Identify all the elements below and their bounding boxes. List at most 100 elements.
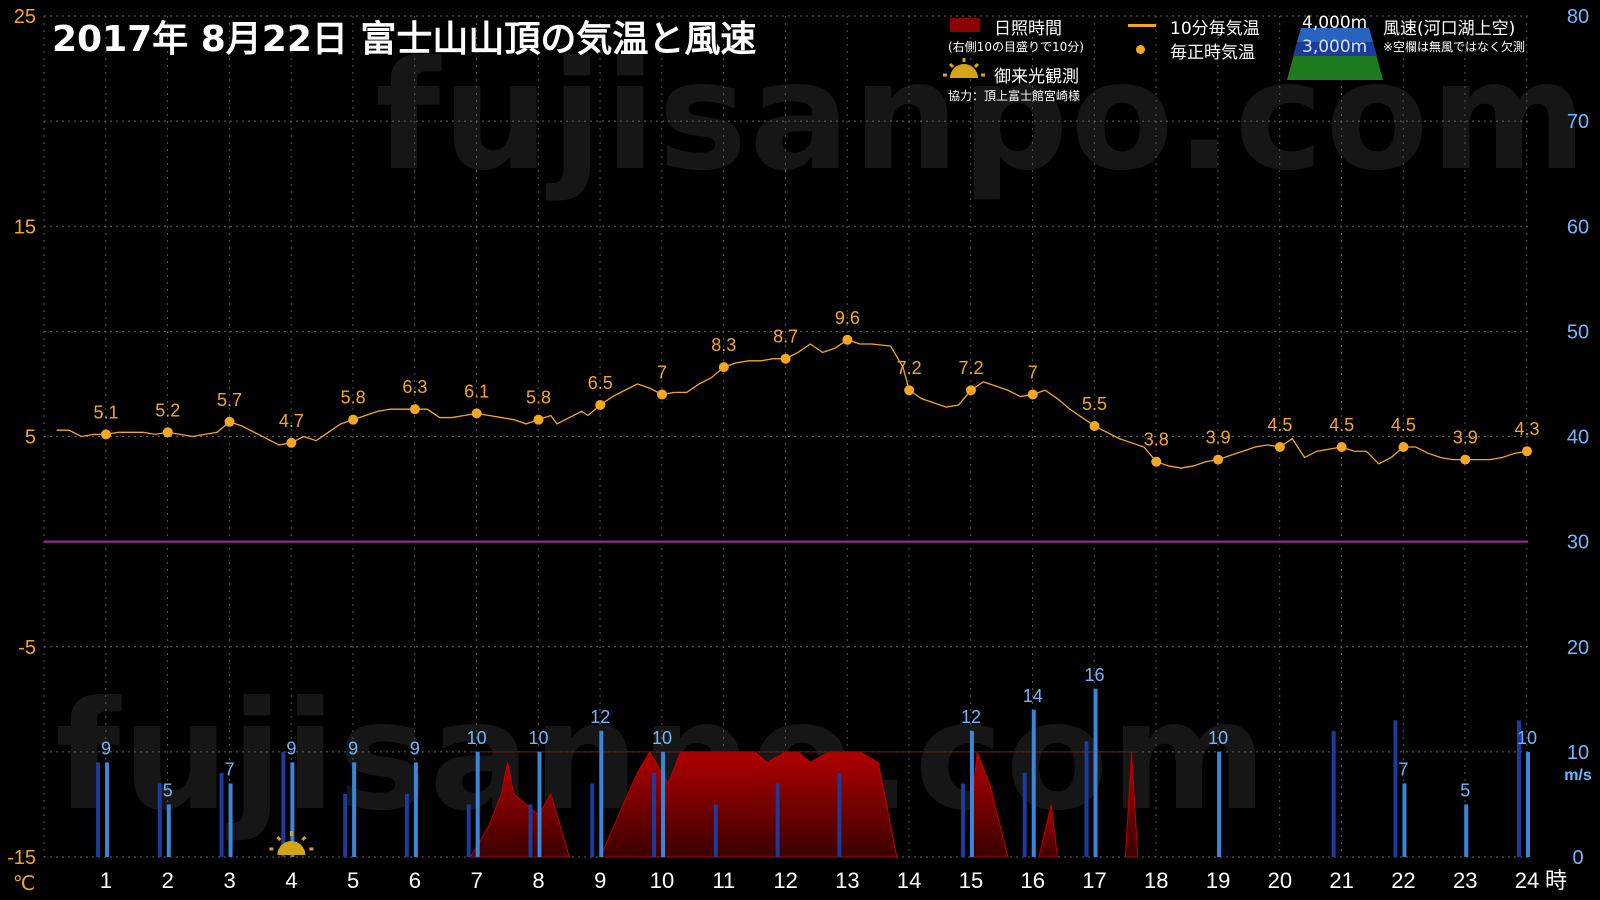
sunshine-segment bbox=[469, 762, 571, 858]
y-right-unit: m/s bbox=[1564, 767, 1592, 784]
x-tick: 10 bbox=[650, 868, 674, 893]
x-tick: 11 bbox=[712, 868, 735, 893]
goraiko-sun-ray bbox=[301, 835, 307, 842]
y-left-unit: ℃ bbox=[13, 871, 35, 895]
hourly-temp-label: 6.1 bbox=[464, 381, 489, 401]
legend-sunshine-note: (右側10の目盛りで10分) bbox=[948, 40, 1084, 54]
legend-hourly-label: 毎正時気温 bbox=[1170, 43, 1255, 63]
hourly-temp-label: 3.8 bbox=[1144, 430, 1169, 450]
wind-bar-4000m bbox=[157, 783, 162, 857]
legend-goraiko-label: 御来光観測 bbox=[994, 67, 1079, 87]
wind-bar-3000m bbox=[105, 762, 109, 857]
sunshine-segment bbox=[970, 751, 1009, 858]
wind-bar-4000m bbox=[528, 804, 533, 857]
wind-bar-3000m bbox=[1093, 688, 1098, 857]
wind-label: 12 bbox=[961, 707, 981, 727]
hourly-temp-point bbox=[1274, 442, 1285, 453]
x-tick: 22 bbox=[1391, 868, 1415, 893]
hourly-temp-point bbox=[409, 404, 420, 415]
wind-label: 12 bbox=[590, 707, 610, 727]
wind-label: 9 bbox=[101, 738, 111, 758]
wind-label: 14 bbox=[1023, 686, 1043, 706]
legend-alt4000: 4,000m bbox=[1302, 13, 1368, 33]
legend-alt3000: 3,000m bbox=[1302, 37, 1368, 57]
legend-wind-label: 風速(河口湖上空) bbox=[1383, 19, 1516, 39]
hourly-temp-point bbox=[595, 399, 606, 410]
legend-sunshine-label: 日照時間 bbox=[994, 19, 1062, 39]
x-tick: 2 bbox=[162, 868, 174, 893]
hourly-temp-label: 4.5 bbox=[1267, 415, 1292, 435]
x-tick: 7 bbox=[471, 868, 483, 893]
wind-bar-4000m bbox=[1331, 730, 1336, 857]
hourly-temp-point bbox=[471, 408, 482, 419]
hourly-temp-label: 9.6 bbox=[835, 308, 860, 328]
y-right-tick: 50 bbox=[1567, 321, 1589, 343]
hourly-temp-label: 3.9 bbox=[1206, 428, 1231, 448]
hourly-temp-point bbox=[1460, 454, 1471, 465]
hourly-temp-point bbox=[1398, 442, 1409, 453]
y-right-tick: 0 bbox=[1572, 847, 1583, 869]
wind-bar-3000m bbox=[1464, 804, 1469, 857]
wind-bar-4000m bbox=[96, 762, 100, 857]
y-left-tick: -15 bbox=[7, 847, 36, 869]
wind-bar-3000m bbox=[537, 751, 542, 857]
temp-10min-line bbox=[56, 339, 1528, 469]
hourly-temp-point bbox=[1027, 389, 1038, 400]
hourly-temp-point bbox=[1151, 456, 1162, 467]
hourly-temp-label: 5.1 bbox=[93, 402, 118, 422]
hourly-temp-label: 5.2 bbox=[155, 400, 180, 420]
x-tick: 3 bbox=[223, 868, 235, 893]
sunshine-segment bbox=[599, 750, 898, 858]
hourly-temp-label: 5.5 bbox=[1082, 394, 1107, 414]
wind-bar-4000m bbox=[590, 783, 595, 857]
hourly-temp-point bbox=[1213, 454, 1224, 465]
hourly-temp-point bbox=[533, 414, 544, 425]
hourly-temp-point bbox=[286, 437, 297, 448]
x-tick: 13 bbox=[835, 868, 859, 893]
hourly-temp-point bbox=[1336, 442, 1347, 453]
y-right-tick: 20 bbox=[1567, 637, 1589, 659]
hourly-temp-point bbox=[348, 414, 359, 425]
hourly-temp-label: 5.8 bbox=[526, 388, 551, 408]
goraiko-sun-ray bbox=[276, 835, 282, 842]
wind-label: 5 bbox=[163, 780, 173, 800]
wind-label: 5 bbox=[1460, 780, 1470, 800]
legend-temp10-label: 10分毎気温 bbox=[1170, 19, 1260, 39]
hourly-temp-point bbox=[965, 385, 976, 396]
x-tick: 12 bbox=[773, 868, 797, 893]
hourly-temp-point bbox=[162, 427, 173, 438]
hourly-temp-label: 5.8 bbox=[341, 388, 366, 408]
x-tick: 16 bbox=[1020, 868, 1044, 893]
watermark-top: fujisanpo.com bbox=[375, 30, 1589, 204]
hourly-temp-point bbox=[718, 362, 729, 373]
sunrise-icon bbox=[943, 58, 985, 78]
wind-bar-3000m bbox=[661, 751, 666, 857]
x-tick: 6 bbox=[409, 868, 421, 893]
wind-bar-3000m bbox=[228, 783, 233, 857]
hourly-temp-label: 8.7 bbox=[773, 327, 798, 347]
wind-label: 16 bbox=[1085, 665, 1105, 685]
data-labels: 9 5 7 9 9 9 10 10 12 10 12 14 16 10 7 5 10 5.1 5.2 5.7 4.7 5.… bbox=[93, 308, 1540, 855]
wind-bar-4000m bbox=[713, 804, 718, 857]
hourly-temp-label: 6.5 bbox=[588, 373, 613, 393]
y-right-tick: 10 bbox=[1567, 742, 1589, 764]
wind-bar-3000m bbox=[599, 730, 604, 857]
x-tick: 20 bbox=[1268, 868, 1292, 893]
wind-bar-4000m bbox=[343, 793, 348, 857]
hourly-temp-label: 5.7 bbox=[217, 390, 242, 410]
x-tick: 14 bbox=[897, 868, 921, 893]
y-right-tick: 70 bbox=[1567, 111, 1589, 133]
hourly-temp-label: 7.2 bbox=[958, 358, 983, 378]
x-unit: 時 bbox=[1545, 869, 1567, 894]
wind-bar-4000m bbox=[837, 772, 842, 857]
wind-bar-3000m bbox=[352, 762, 357, 857]
y-left-tick: 5 bbox=[25, 427, 36, 449]
wind-bar-4000m bbox=[466, 804, 471, 857]
hourly-temp-label: 4.3 bbox=[1514, 419, 1539, 439]
wind-label: 10 bbox=[467, 728, 487, 748]
sunshine-segment bbox=[1038, 804, 1059, 858]
hourly-temp-point bbox=[101, 429, 111, 440]
x-tick: 9 bbox=[594, 868, 606, 893]
wind-bar-4000m bbox=[1393, 720, 1398, 857]
